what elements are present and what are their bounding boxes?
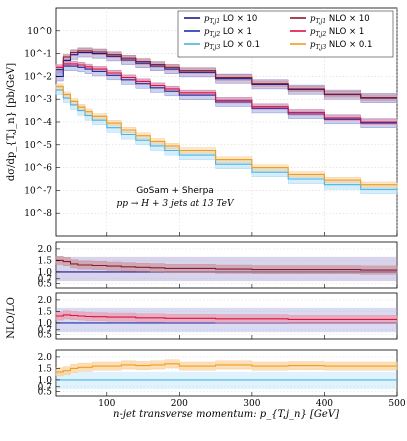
ratio-lo-band bbox=[56, 371, 397, 390]
ratio-ytick-label: 2.0 bbox=[38, 353, 53, 363]
ratio-y-ticks: 0.50.71.01.52.00.50.71.01.52.00.50.71.01… bbox=[38, 245, 60, 397]
legend-entry: pT,j3 NLO × 0.1 bbox=[310, 40, 372, 51]
ratio-ytick-label: 0.7 bbox=[38, 275, 53, 285]
x-axis-label: n-jet transverse momentum: p_{T,j_n} [Ge… bbox=[113, 409, 339, 420]
annotation-line2: pp → H + 3 jets at 13 TeV bbox=[117, 199, 235, 209]
x-tick-label: 300 bbox=[243, 399, 260, 409]
main-y-ticks: 10^0 10^-1 10^-2 10^-3 10^-4 10^-5 10^-6 10^-7 1… bbox=[24, 27, 60, 219]
y-axis-label-main: dσ/dp_{T,j_n} [pb/GeV] bbox=[6, 63, 17, 181]
legend-entry: pT,j3 LO × 0.1 bbox=[204, 40, 260, 51]
ratio-ytick-label: 2.0 bbox=[38, 296, 53, 306]
ratio-ytick-label: 2.0 bbox=[38, 245, 53, 255]
x-tick-label: 400 bbox=[316, 399, 333, 409]
main-series-lines bbox=[56, 50, 397, 190]
series-line bbox=[56, 86, 397, 186]
main-ytick-label: 10^-8 bbox=[24, 209, 52, 219]
x-axis-ticks: 100 200 300 400 500 bbox=[98, 232, 406, 409]
main-ytick-label: 10^-5 bbox=[24, 141, 52, 151]
ratio-nlo-band bbox=[55, 310, 398, 324]
ratio-ytick-label: 1.5 bbox=[38, 364, 53, 374]
x-tick-label: 500 bbox=[388, 399, 405, 409]
x-tick-label: 200 bbox=[171, 399, 188, 409]
x-tick-label: 100 bbox=[98, 399, 115, 409]
y-axis-label-ratio: NLO/LO bbox=[6, 297, 17, 339]
ratio-nlo-line bbox=[56, 314, 397, 320]
ratio-ytick-label: 1.0 bbox=[38, 376, 53, 386]
legend: pT,j1 LO × 10 pT,j1 NLO × 10 pT,j2 LO × 1 p… bbox=[177, 10, 394, 58]
ratio-nlo-line bbox=[56, 259, 397, 271]
ratio-ytick-label: 1.5 bbox=[38, 307, 53, 317]
ratio-ytick-label: 0.5 bbox=[38, 387, 53, 397]
ratio-panel-j3 bbox=[55, 349, 398, 397]
ratio-ytick-label: 0.7 bbox=[38, 383, 53, 393]
legend-box bbox=[177, 10, 394, 58]
main-ytick-label: 10^-2 bbox=[24, 72, 52, 82]
ratio-ytick-label: 0.5 bbox=[38, 279, 53, 289]
series-line bbox=[56, 50, 397, 99]
ratio-ytick-label: 1.0 bbox=[38, 268, 53, 278]
main-ytick-label: 10^-4 bbox=[24, 118, 52, 128]
main-ytick-label: 10^-7 bbox=[24, 186, 52, 196]
ratio-ytick-label: 0.7 bbox=[38, 326, 53, 336]
ratio-series bbox=[55, 248, 398, 392]
annotation-line1: GoSam + Sherpa bbox=[136, 186, 214, 196]
series-line bbox=[56, 63, 397, 123]
ratio-ytick-label: 0.5 bbox=[38, 330, 53, 340]
legend-entry: pT,j2 NLO × 1 bbox=[310, 27, 364, 38]
legend-entry: pT,j2 LO × 1 bbox=[204, 27, 252, 38]
ratio-ytick-label: 1.5 bbox=[38, 256, 53, 266]
main-ytick-label: 10^-6 bbox=[24, 164, 52, 174]
ratio-nlo-band bbox=[55, 359, 398, 377]
legend-entry: pT,j1 LO × 10 bbox=[204, 14, 257, 25]
main-ytick-label: 10^0 bbox=[27, 27, 52, 37]
legend-entry: pT,j1 NLO × 10 bbox=[310, 14, 370, 25]
ratio-nlo-line bbox=[56, 363, 397, 373]
ratio-ytick-label: 1.0 bbox=[38, 319, 53, 329]
main-ytick-label: 10^-3 bbox=[24, 95, 52, 105]
main-ytick-label: 10^-1 bbox=[24, 50, 52, 60]
